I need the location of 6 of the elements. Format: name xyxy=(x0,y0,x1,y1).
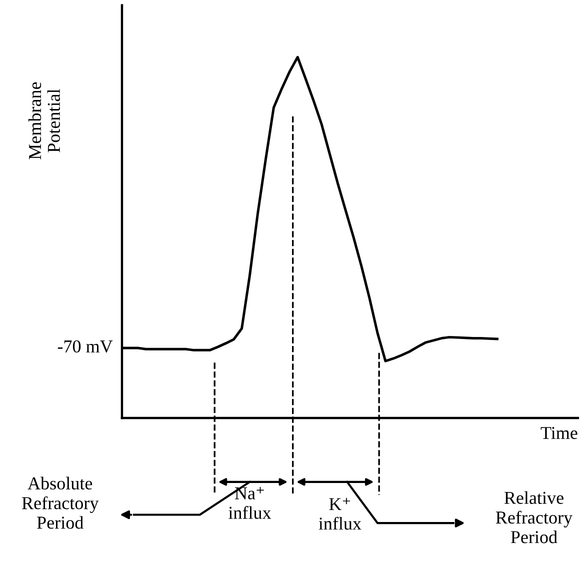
text: Absolute Refractory Period xyxy=(22,476,99,529)
y-axis-title: Membrane Potential xyxy=(28,82,60,160)
text: -70 mV xyxy=(58,340,113,353)
text: Relative Refractory Period xyxy=(496,491,572,544)
text: K⁺ influx xyxy=(318,498,362,530)
x-axis-title: Time xyxy=(540,426,578,440)
